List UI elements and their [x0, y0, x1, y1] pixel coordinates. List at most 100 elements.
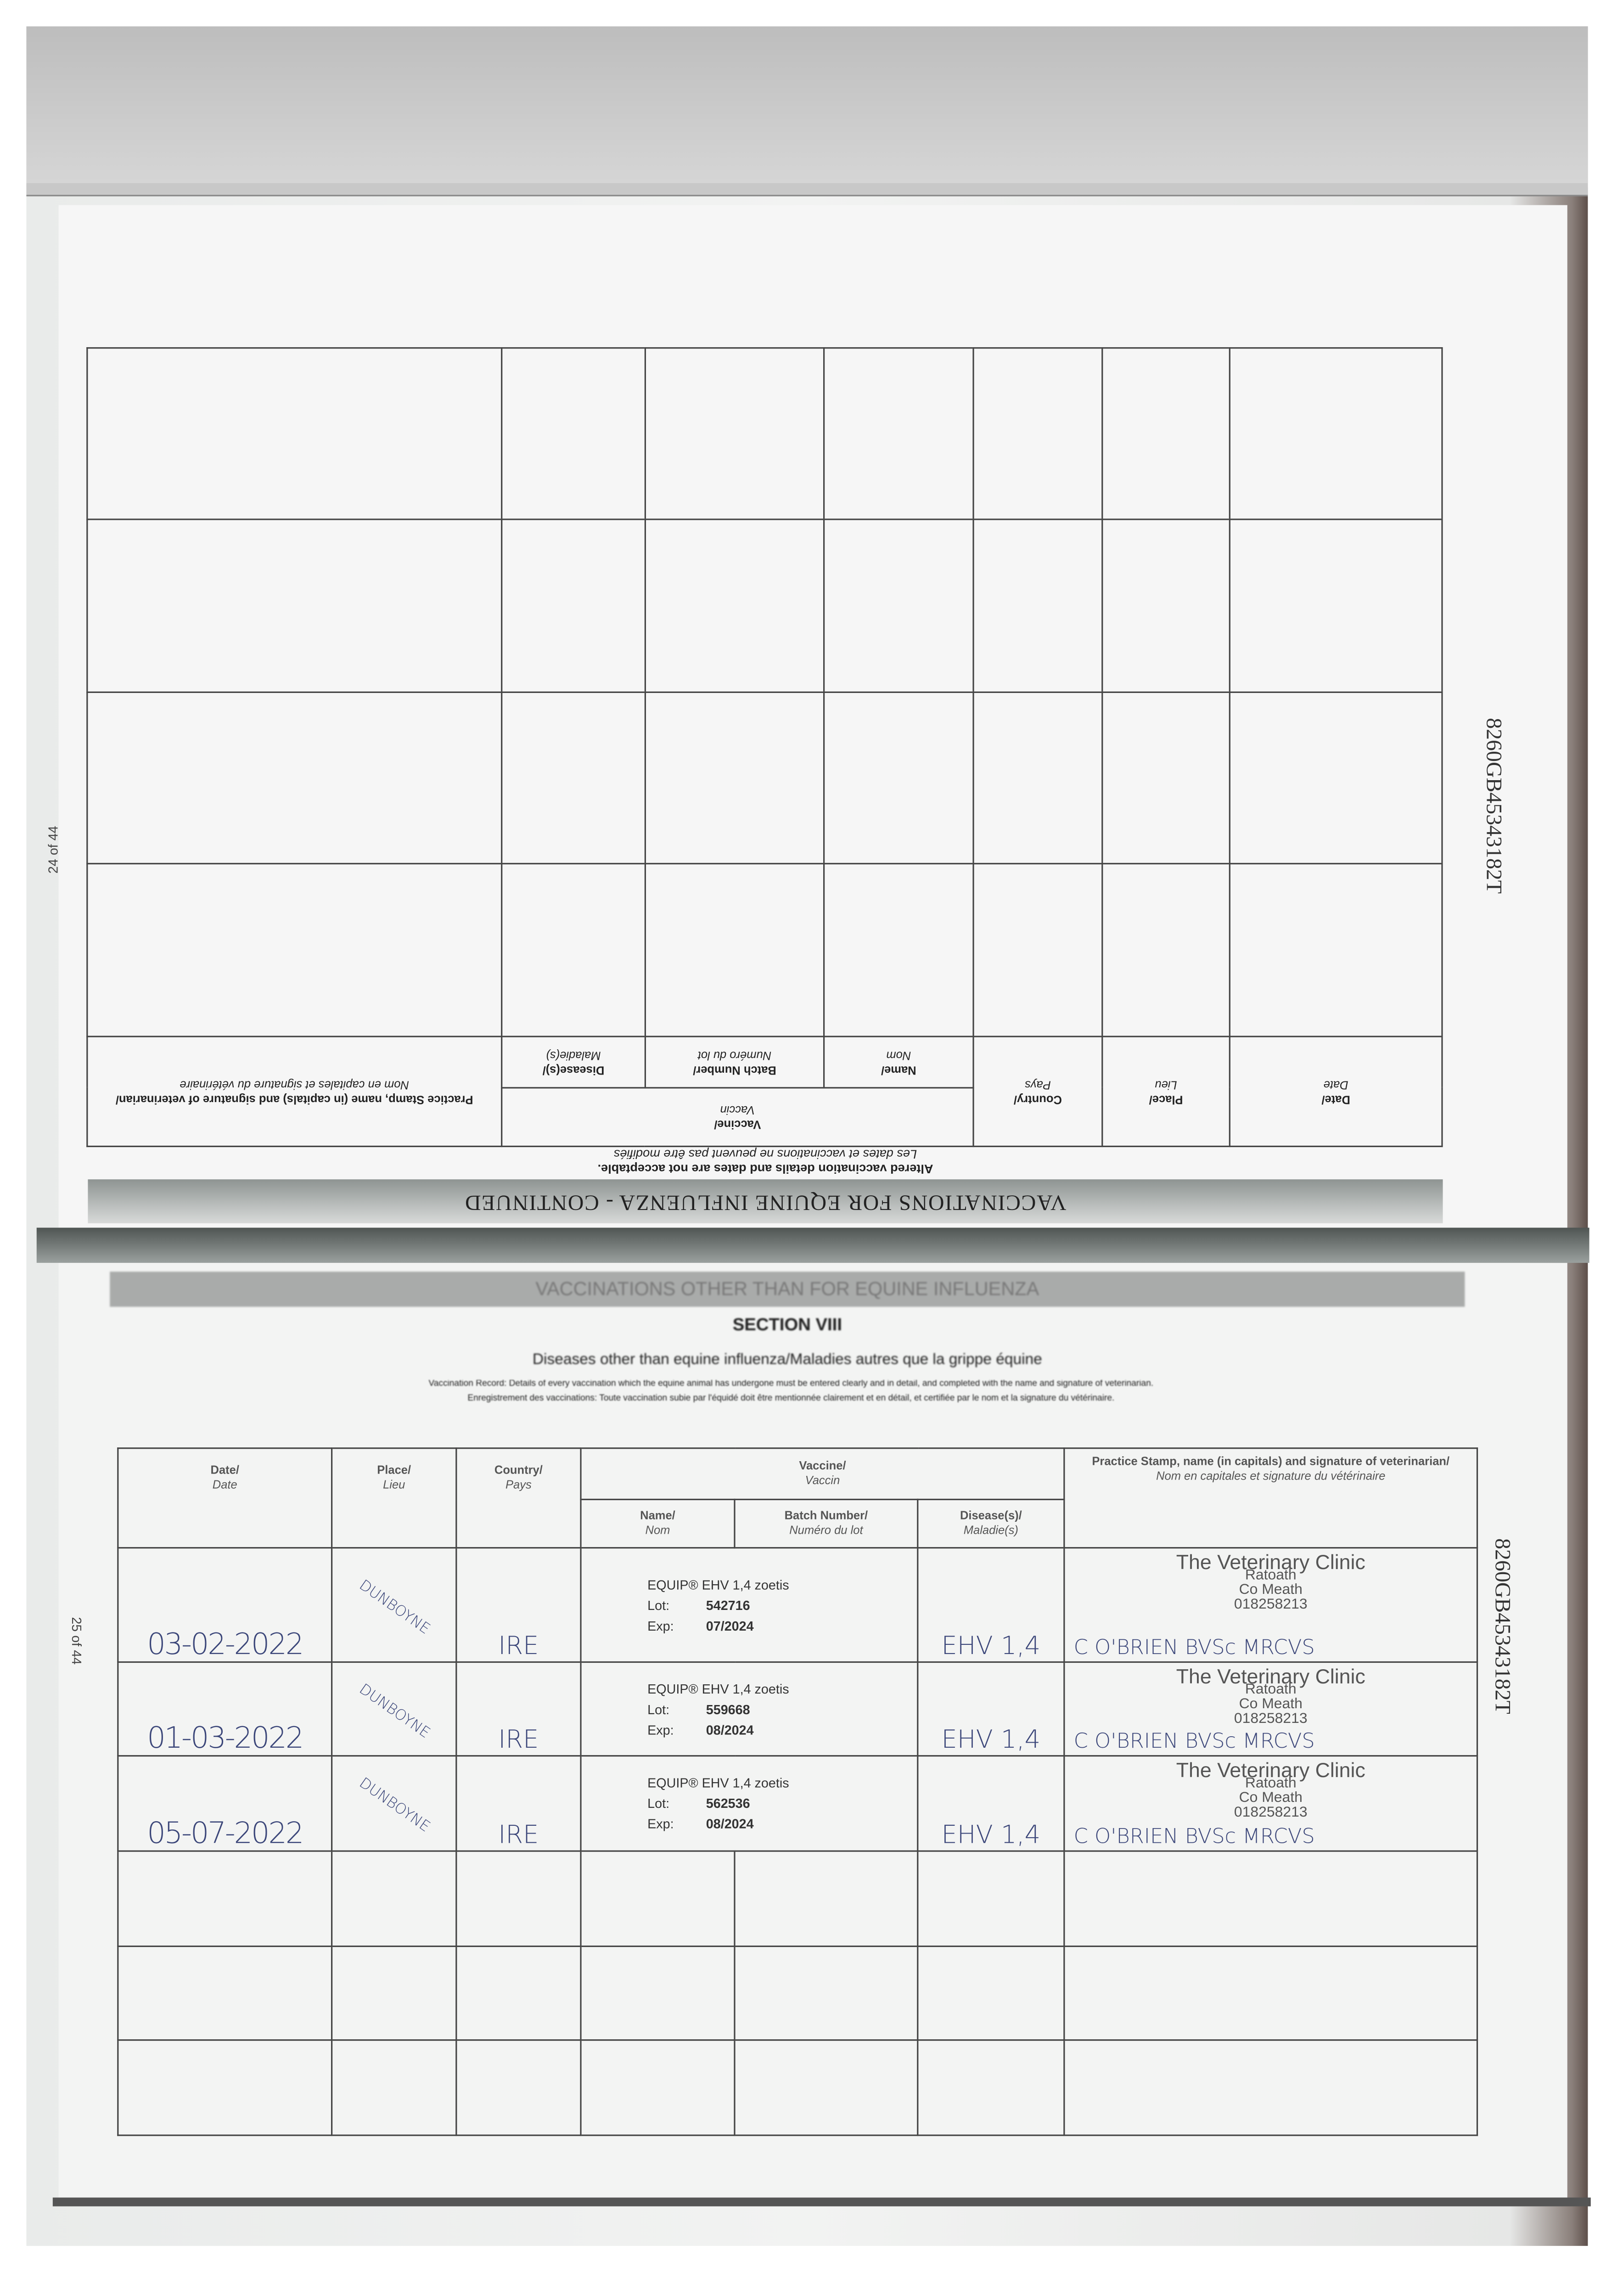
- header-diseases: Disease(s)/Maladie(s): [501, 1036, 646, 1088]
- date-value: 01-03-2022: [147, 1720, 304, 1756]
- date-value: 05-07-2022: [147, 1815, 304, 1851]
- country-cell: IRE: [455, 1547, 582, 1663]
- clinic-phone: 018258213: [1234, 1711, 1308, 1728]
- lot-label: Lot:: [647, 1796, 670, 1811]
- clinic-name: The Veterinary Clinic: [1176, 1758, 1365, 1782]
- table-row-empty: [117, 1945, 1478, 2041]
- table-row-empty: [87, 520, 1442, 692]
- vaccine-batch-cell: EQUIP® EHV 1,4 zoetis Lot: 542716 Exp: 07/…: [580, 1547, 919, 1663]
- section-banner: VACCINATIONS OTHER THAN FOR EQUINE INFLU…: [110, 1272, 1465, 1307]
- vaccine-name: EQUIP® EHV 1,4 zoetis: [647, 1577, 789, 1592]
- practice-stamp: The Veterinary Clinic Ratoath Co Meath 0…: [1065, 1756, 1477, 1850]
- page-edge: [26, 183, 1588, 197]
- clinic-name: The Veterinary Clinic: [1176, 1664, 1365, 1688]
- diseases-cell: EHV 1,4: [917, 1661, 1065, 1757]
- header-practice-stamp: Practice Stamp, name (in capitals) and s…: [87, 1036, 502, 1147]
- diseases-value: EHV 1,4: [941, 1632, 1041, 1661]
- header-vaccine: Vaccine/Vaccin: [501, 1087, 974, 1147]
- country-value: IRE: [498, 1632, 539, 1661]
- page-number-24: 24 of 44: [45, 826, 61, 874]
- clinic-county: Co Meath: [1239, 1696, 1303, 1713]
- header-country: Country/Pays: [455, 1447, 582, 1549]
- lot-label: Lot:: [647, 1598, 670, 1613]
- table-row-empty: [87, 864, 1442, 1037]
- lot-value: 542716: [706, 1598, 750, 1613]
- clinic-phone: 018258213: [1234, 1597, 1308, 1613]
- table-row-empty: [87, 348, 1442, 520]
- scan-top-shadow: [26, 26, 1588, 188]
- table-row: 05-07-2022 DUNBOYNE IRE EQUIP® EHV 1,4 z…: [117, 1755, 1478, 1852]
- exp-label: Exp:: [647, 1618, 674, 1633]
- place-cell: DUNBOYNE: [331, 1755, 457, 1852]
- clinic-name: The Veterinary Clinic: [1176, 1550, 1365, 1574]
- influenza-vaccination-table: Date/Date Place/Lieu Country/Pays Vaccin…: [86, 347, 1443, 1147]
- place-value: DUNBOYNE: [355, 1775, 432, 1836]
- lot-value: 562536: [706, 1796, 750, 1811]
- practice-stamp-cell: The Veterinary Clinic Ratoath Co Meath 0…: [1063, 1755, 1478, 1852]
- table-row: 03-02-2022 DUNBOYNE IRE EQUIP® EHV 1,4 z…: [117, 1547, 1478, 1663]
- header-place: Place/Lieu: [1102, 1036, 1230, 1147]
- place-value: DUNBOYNE: [355, 1681, 432, 1742]
- table-row: 01-03-2022 DUNBOYNE IRE EQUIP® EHV 1,4 z…: [117, 1661, 1478, 1757]
- date-cell: 05-07-2022: [117, 1755, 333, 1852]
- vaccine-label-sticker: EQUIP® EHV 1,4 zoetis Lot: 562536 Exp: 08/…: [647, 1773, 917, 1834]
- header-date: Date/Date: [1230, 1036, 1442, 1147]
- date-cell: 01-03-2022: [117, 1661, 333, 1757]
- vaccine-name: EQUIP® EHV 1,4 zoetis: [647, 1681, 789, 1696]
- section-number: SECTION VIII: [732, 1314, 842, 1335]
- page-fold: [36, 1227, 1589, 1263]
- country-value: IRE: [498, 1821, 539, 1851]
- diseases-value: EHV 1,4: [941, 1821, 1041, 1851]
- vaccine-batch-cell: EQUIP® EHV 1,4 zoetis Lot: 562536 Exp: 08/…: [580, 1755, 919, 1852]
- vet-signature: C O'BRIEN BVSc MRCVS: [1073, 1825, 1315, 1849]
- clinic-town: Ratoath: [1245, 1567, 1297, 1584]
- upper-page: [58, 205, 1567, 1231]
- page-number-25: 25 of 44: [69, 1617, 84, 1665]
- place-cell: DUNBOYNE: [331, 1547, 457, 1663]
- exp-value: 07/2024: [706, 1618, 754, 1633]
- clinic-town: Ratoath: [1245, 1775, 1297, 1792]
- diseases-value: EHV 1,4: [941, 1726, 1041, 1756]
- place-cell: DUNBOYNE: [331, 1661, 457, 1757]
- header-date: Date/Date: [117, 1447, 333, 1549]
- practice-stamp-cell: The Veterinary Clinic Ratoath Co Meath 0…: [1063, 1547, 1478, 1663]
- lot-value: 559668: [706, 1701, 750, 1716]
- section-title: VACCINATIONS FOR EQUINE INFLUENZA - CONT…: [88, 1179, 1443, 1223]
- vet-signature: C O'BRIEN BVSc MRCVS: [1073, 1730, 1315, 1754]
- clinic-county: Co Meath: [1239, 1790, 1303, 1806]
- exp-label: Exp:: [647, 1722, 674, 1737]
- section-description: Vaccination Record: Details of every vac…: [428, 1380, 1154, 1404]
- diseases-cell: EHV 1,4: [917, 1755, 1065, 1852]
- header-row: Date/Date Place/Lieu Country/Pays Vaccin…: [87, 1036, 1442, 1147]
- exp-value: 08/2024: [706, 1817, 754, 1831]
- section-subtitle: Diseases other than equine influenza/Mal…: [532, 1351, 1042, 1368]
- practice-stamp: The Veterinary Clinic Ratoath Co Meath 0…: [1065, 1548, 1477, 1661]
- vaccine-label-sticker: EQUIP® EHV 1,4 zoetis Lot: 559668 Exp: 08/…: [647, 1678, 917, 1740]
- header-diseases: Disease(s)/Maladie(s): [917, 1498, 1065, 1549]
- header-practice-stamp: Practice Stamp, name (in capitals) and s…: [1063, 1447, 1478, 1549]
- place-value: DUNBOYNE: [355, 1577, 432, 1638]
- header-batch: Batch Number/Numéro du lot: [734, 1498, 919, 1549]
- practice-stamp-cell: The Veterinary Clinic Ratoath Co Meath 0…: [1063, 1661, 1478, 1757]
- table-row-empty: [87, 692, 1442, 865]
- lot-label: Lot:: [647, 1701, 670, 1716]
- header-country: Country/Pays: [973, 1036, 1102, 1147]
- clinic-town: Ratoath: [1245, 1682, 1297, 1698]
- table-row-empty: [117, 1850, 1478, 1947]
- header-place: Place/Lieu: [331, 1447, 457, 1549]
- header-vaccine: Vaccine/Vaccin: [580, 1447, 1065, 1500]
- vaccine-batch-cell: EQUIP® EHV 1,4 zoetis Lot: 559668 Exp: 08/…: [580, 1661, 919, 1757]
- date-value: 03-02-2022: [147, 1626, 304, 1661]
- exp-value: 08/2024: [706, 1722, 754, 1737]
- practice-stamp: The Veterinary Clinic Ratoath Co Meath 0…: [1065, 1663, 1477, 1755]
- table-row-empty: [117, 2039, 1478, 2136]
- exp-label: Exp:: [647, 1817, 674, 1831]
- country-cell: IRE: [455, 1661, 582, 1757]
- page-bottom-edge: [52, 2197, 1591, 2206]
- diseases-cell: EHV 1,4: [917, 1547, 1065, 1663]
- altered-notice: Altered vaccination details and dates ar…: [597, 1147, 933, 1176]
- vet-signature: C O'BRIEN BVSc MRCVS: [1073, 1636, 1315, 1660]
- other-vaccination-table: Date/Date Place/Lieu Country/Pays Vaccin…: [117, 1447, 1478, 2136]
- country-value: IRE: [498, 1726, 539, 1756]
